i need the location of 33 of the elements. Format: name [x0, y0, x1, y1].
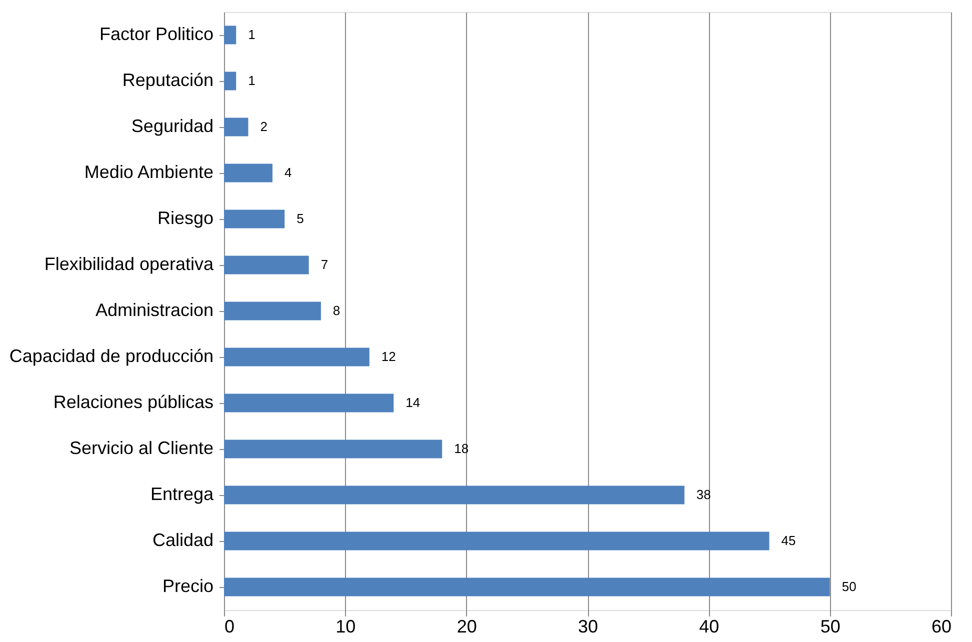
- data-label: 1: [248, 73, 256, 88]
- y-tick-label: Flexibilidad operativa: [44, 254, 214, 274]
- x-tick-label: 10: [336, 616, 356, 636]
- y-tick-label: Relaciones públicas: [53, 392, 214, 412]
- y-tick-label: Calidad: [152, 530, 214, 550]
- y-tick-label: Capacidad de producción: [9, 346, 214, 366]
- data-label: 45: [781, 533, 796, 548]
- data-label: 14: [406, 395, 420, 410]
- y-tick-label: Factor Politico: [99, 24, 214, 44]
- x-tick-label: 40: [699, 616, 720, 636]
- data-label: 5: [296, 211, 304, 226]
- data-label: 38: [696, 487, 711, 502]
- x-tick-label: 30: [578, 616, 598, 636]
- y-tick-label: Precio: [162, 576, 214, 596]
- data-label: 50: [842, 579, 856, 594]
- data-label: 8: [332, 303, 340, 318]
- y-tick-label: Medio Ambiente: [84, 162, 214, 182]
- x-tick-label: 20: [456, 616, 477, 636]
- data-label: 18: [454, 441, 469, 456]
- x-tick-label: 0: [224, 616, 235, 636]
- data-label: 7: [320, 257, 328, 272]
- y-tick-label: Entrega: [150, 484, 214, 504]
- x-tick-label: 50: [820, 616, 840, 636]
- y-tick-label: Reputación: [122, 70, 214, 90]
- data-label: 4: [284, 165, 292, 180]
- y-tick-label: Seguridad: [131, 116, 214, 136]
- y-tick-label: Administracion: [95, 300, 214, 320]
- x-tick-label: 60: [931, 616, 952, 636]
- data-label: 2: [260, 119, 268, 134]
- y-tick-label: Riesgo: [157, 208, 214, 228]
- y-tick-label: Servicio al Cliente: [69, 438, 214, 458]
- data-label: 1: [248, 27, 256, 42]
- data-label: 12: [381, 349, 396, 364]
